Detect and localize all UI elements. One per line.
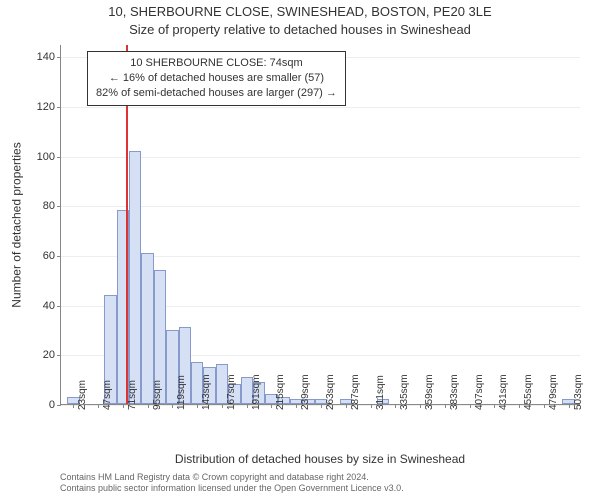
- xtick-label: 239sqm: [300, 374, 311, 410]
- ytick-mark: [57, 107, 61, 108]
- ytick-label: 20: [25, 349, 55, 361]
- xtick-mark: [371, 404, 372, 408]
- xtick-label: 263sqm: [325, 374, 336, 410]
- xtick-mark: [470, 404, 471, 408]
- xtick-label: 311sqm: [375, 375, 386, 410]
- xtick-mark: [197, 404, 198, 408]
- xtick-mark: [321, 404, 322, 408]
- ytick-mark: [57, 206, 61, 207]
- ytick-label: 80: [25, 200, 55, 212]
- xtick-mark: [569, 404, 570, 408]
- xtick-label: 143sqm: [201, 374, 212, 410]
- ytick-label: 120: [25, 101, 55, 113]
- histogram-bar: [129, 151, 141, 404]
- xtick-label: 431sqm: [498, 374, 509, 410]
- y-axis-label: Number of detached properties: [10, 45, 24, 405]
- xtick-label: 407sqm: [474, 374, 485, 410]
- ytick-label: 60: [25, 250, 55, 262]
- ytick-label: 0: [25, 399, 55, 411]
- xtick-mark: [222, 404, 223, 408]
- ytick-mark: [57, 405, 61, 406]
- ytick-mark: [57, 57, 61, 58]
- xtick-mark: [73, 404, 74, 408]
- xtick-label: 359sqm: [424, 374, 435, 410]
- xtick-label: 503sqm: [573, 374, 584, 410]
- xtick-label: 455sqm: [523, 374, 534, 410]
- xtick-mark: [98, 404, 99, 408]
- xtick-mark: [445, 404, 446, 408]
- xtick-label: 95sqm: [152, 380, 163, 410]
- xtick-mark: [296, 404, 297, 408]
- y-axis-label-text: Number of detached properties: [10, 142, 24, 307]
- xtick-mark: [271, 404, 272, 408]
- xtick-label: 71sqm: [127, 380, 138, 410]
- chart-title-subtitle: Size of property relative to detached ho…: [0, 22, 600, 37]
- ytick-mark: [57, 355, 61, 356]
- footer-line2: Contains public sector information licen…: [60, 483, 580, 494]
- ytick-mark: [57, 306, 61, 307]
- ytick-label: 140: [25, 51, 55, 63]
- annotation-box: 10 SHERBOURNE CLOSE: 74sqm← 16% of detac…: [87, 51, 346, 106]
- xtick-mark: [494, 404, 495, 408]
- footer-attribution: Contains HM Land Registry data © Crown c…: [60, 472, 580, 494]
- ytick-label: 100: [25, 151, 55, 163]
- xtick-mark: [420, 404, 421, 408]
- xtick-mark: [346, 404, 347, 408]
- xtick-label: 215sqm: [275, 374, 286, 410]
- xtick-label: 119sqm: [176, 375, 187, 410]
- footer-line1: Contains HM Land Registry data © Crown c…: [60, 472, 580, 483]
- ytick-mark: [57, 256, 61, 257]
- plot-area: 02040608010012014023sqm47sqm71sqm95sqm11…: [60, 45, 580, 405]
- xtick-mark: [544, 404, 545, 408]
- xtick-mark: [519, 404, 520, 408]
- annotation-line: 82% of semi-detached houses are larger (…: [96, 86, 337, 101]
- xtick-label: 167sqm: [226, 374, 237, 410]
- chart-title-address: 10, SHERBOURNE CLOSE, SWINESHEAD, BOSTON…: [0, 4, 600, 19]
- xtick-label: 479sqm: [548, 374, 559, 410]
- xtick-mark: [123, 404, 124, 408]
- xtick-label: 335sqm: [399, 374, 410, 410]
- ytick-label: 40: [25, 300, 55, 312]
- xtick-mark: [148, 404, 149, 408]
- x-axis-label: Distribution of detached houses by size …: [60, 452, 580, 466]
- xtick-label: 47sqm: [102, 380, 113, 410]
- xtick-mark: [395, 404, 396, 408]
- xtick-label: 383sqm: [449, 374, 460, 410]
- chart-container: 10, SHERBOURNE CLOSE, SWINESHEAD, BOSTON…: [0, 0, 600, 500]
- xtick-mark: [247, 404, 248, 408]
- xtick-mark: [172, 404, 173, 408]
- ytick-mark: [57, 157, 61, 158]
- xtick-label: 287sqm: [350, 374, 361, 410]
- xtick-label: 191sqm: [251, 374, 262, 410]
- annotation-line: ← 16% of detached houses are smaller (57…: [96, 71, 337, 86]
- xtick-label: 23sqm: [77, 380, 88, 410]
- annotation-line: 10 SHERBOURNE CLOSE: 74sqm: [96, 56, 337, 71]
- gridline: [61, 107, 580, 108]
